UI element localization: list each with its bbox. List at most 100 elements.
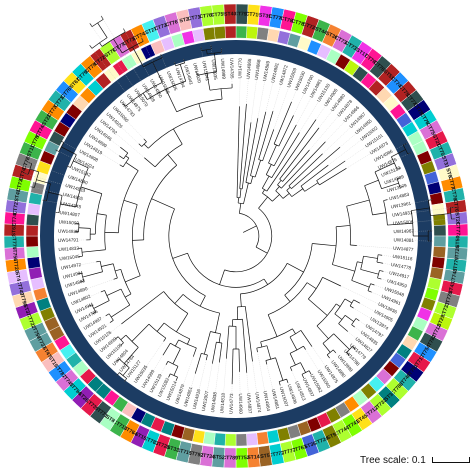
leader-line (356, 245, 408, 250)
leader-line (42, 200, 67, 205)
tree-branch (378, 254, 383, 256)
leaf-label: UW14941 (183, 65, 194, 86)
tree-branch (352, 346, 356, 350)
tree-branch (262, 189, 265, 194)
leader-line (383, 271, 404, 277)
leaf-label: UW14890 (67, 286, 88, 298)
tree-branch (203, 331, 211, 355)
tree-branch (218, 333, 221, 343)
tip-code-label: ST39 (258, 12, 271, 20)
tree-branch (167, 361, 179, 367)
tree-branch (219, 342, 223, 363)
tip-code-label: CT716 (187, 14, 204, 23)
tree-branch (284, 294, 291, 302)
tree-branch (288, 185, 292, 189)
tree-branch (262, 192, 273, 202)
leaf-label: UW14794 (174, 67, 186, 88)
tree-branch (48, 191, 63, 196)
tree-branch (224, 207, 273, 273)
tip-code-label: ST4 (14, 271, 22, 282)
tree-branch (206, 73, 211, 91)
tree-branch (303, 345, 306, 350)
leader-line (405, 199, 433, 205)
tree-branch (273, 143, 280, 147)
leaf-label: UW14893 (65, 278, 86, 289)
tree-branch (258, 196, 268, 209)
tree-branch (278, 115, 294, 147)
tree-branch (144, 157, 156, 168)
tree-branch (104, 290, 110, 301)
tree-branch (106, 288, 122, 296)
tree-branch (326, 349, 334, 356)
tree-branch (370, 283, 375, 286)
tree-branch (281, 141, 326, 189)
leader-line (381, 278, 401, 285)
leaf-label: UW13979 (386, 183, 407, 194)
tree-branch (108, 313, 114, 321)
tree-branch (172, 348, 181, 365)
tree-branch (261, 175, 270, 189)
tree-branch (79, 280, 84, 283)
leaf-label: UW14931 (392, 210, 413, 218)
tree-branch (209, 87, 233, 91)
leader-line (299, 89, 326, 133)
leader-line (117, 111, 144, 139)
leaf-label: UW14809 (384, 174, 405, 186)
tree-branch (143, 57, 163, 68)
tree-branch (239, 203, 242, 214)
tree-branch (226, 325, 230, 359)
leaf-label: UW15003 (58, 219, 79, 226)
leaf-label: UW14905 (62, 192, 83, 202)
tree-branch (332, 349, 337, 354)
leader-line (200, 46, 205, 67)
tip-code-label: CT768 (450, 187, 459, 204)
tip-code-label: ST29 (436, 314, 446, 328)
tree-branch (338, 323, 349, 332)
leader-line (309, 105, 348, 151)
tree-branch (282, 193, 290, 199)
leader-line (116, 360, 118, 362)
tree-branch (262, 129, 275, 161)
leader-line (387, 195, 404, 200)
leaf-label: UW14917 (389, 270, 410, 280)
tree-branch (120, 146, 129, 154)
tree-branch (377, 270, 380, 279)
tip-code-label: CT720 (12, 257, 20, 273)
tree-branch (383, 200, 388, 226)
tip-code-label: ST62 (11, 224, 17, 237)
middle-ring-cell (429, 192, 444, 206)
tip-code-label: CT773 (454, 222, 460, 238)
leader-line (153, 364, 167, 388)
tree-branch (29, 168, 39, 173)
tree-branch (322, 343, 331, 353)
tip-code-label: CT783 (143, 436, 160, 448)
tip-code-label: CT781 (22, 154, 33, 171)
tree-branch (333, 333, 350, 350)
tree-branch (245, 118, 259, 183)
tree-branch (374, 162, 395, 173)
tree-branch (175, 339, 179, 347)
tree-branch (205, 354, 208, 361)
middle-ring-cell (26, 202, 41, 216)
leader-line (222, 358, 227, 408)
leader-line (406, 207, 455, 214)
leaf-label: UW14869 (262, 60, 271, 81)
leader-line (66, 261, 97, 268)
tree-branch (60, 203, 77, 208)
tree-branch (279, 127, 320, 180)
leaf-label: UW15007 (279, 386, 290, 407)
tree-branch (300, 164, 329, 187)
inner-annotation-ring (40, 40, 432, 432)
leaf-label: UW14881 (393, 237, 414, 243)
tree-branch (80, 186, 102, 194)
tree-branch (121, 291, 164, 325)
tree-branch (168, 208, 206, 297)
tree-branch (78, 227, 91, 229)
leader-line (287, 382, 294, 399)
tree-branch (120, 342, 124, 346)
leader-line (64, 248, 78, 250)
tip-code-label: ST2 (179, 16, 190, 24)
tip-code-label: CT734 (199, 452, 215, 460)
tree-branch (173, 366, 179, 376)
tip-code-label: CT792 (187, 450, 204, 459)
